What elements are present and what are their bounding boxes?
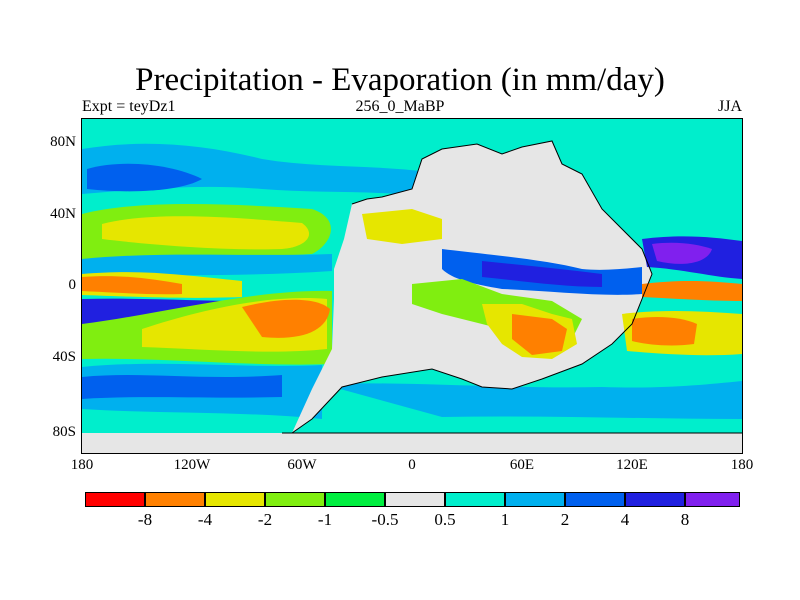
colorbar-box-8 [505, 492, 565, 507]
east-dry-core [632, 316, 697, 346]
southern-storm-core [82, 375, 282, 399]
colorbar-label: -0.5 [371, 510, 399, 529]
north-pangaea-dry [362, 209, 442, 244]
coastline [291, 140, 653, 434]
colorbar-box-10 [625, 492, 685, 507]
colorbar-box-3 [205, 492, 265, 507]
antarctic-ice [82, 433, 742, 453]
map-title: Precipitation - Evaporation (in mm/day) [135, 62, 665, 98]
colorbar-label: 4 [620, 510, 630, 529]
x-tick-60w: 60W [287, 457, 317, 473]
season-label: JJA [717, 98, 742, 115]
colorbar-box-4 [265, 492, 325, 507]
experiment-label: Expt = teyDz1 [82, 98, 176, 115]
colorbar-box-2 [145, 492, 205, 507]
colorbar-box-11 [685, 492, 740, 507]
colorbar-box-7 [445, 492, 505, 507]
y-tick-80s: 80S [52, 424, 76, 440]
north-pacific-low [87, 163, 202, 192]
north-pacific-dry [102, 216, 310, 250]
colorbar-box-5 [325, 492, 385, 507]
equatorial-dry-core [82, 276, 182, 295]
colorbar-box-6 [385, 492, 445, 507]
x-tick-120w: 120W [173, 457, 211, 473]
colorbar-label: -2 [257, 510, 273, 529]
east-equatorial-dry [642, 280, 742, 301]
southern-ocean-band-east [322, 381, 742, 419]
y-tick-40s: 40S [52, 349, 76, 365]
y-tick-80n: 80N [50, 134, 76, 150]
x-tick-180e: 180 [730, 457, 754, 473]
x-tick-120e: 120E [616, 457, 648, 473]
y-tick-0: 0 [68, 277, 77, 293]
colorbar-label: -8 [137, 510, 153, 529]
map-plot-area [81, 118, 743, 454]
colorbar-label: 8 [680, 510, 690, 529]
period-label: 256_0_MaBP [355, 98, 445, 115]
colorbar-label: -4 [197, 510, 213, 529]
pacific-itcz [82, 254, 332, 277]
colorbar-label: 1 [500, 510, 510, 529]
map-icon [82, 119, 742, 453]
colorbar-label: 2 [560, 510, 570, 529]
tethys-deep [482, 261, 602, 287]
colorbar-label: -1 [317, 510, 333, 529]
colorbar-label: 0.5 [434, 510, 456, 529]
x-tick-180w: 180 [70, 457, 94, 473]
south-pangaea-core [512, 314, 567, 355]
colorbar-box-9 [565, 492, 625, 507]
x-tick-60e: 60E [509, 457, 535, 473]
east-ocean-core [652, 242, 712, 264]
colorbar-box-1 [85, 492, 145, 507]
x-tick-0: 0 [408, 457, 416, 473]
y-tick-40n: 40N [50, 206, 76, 222]
south-pacific-core [242, 299, 330, 338]
